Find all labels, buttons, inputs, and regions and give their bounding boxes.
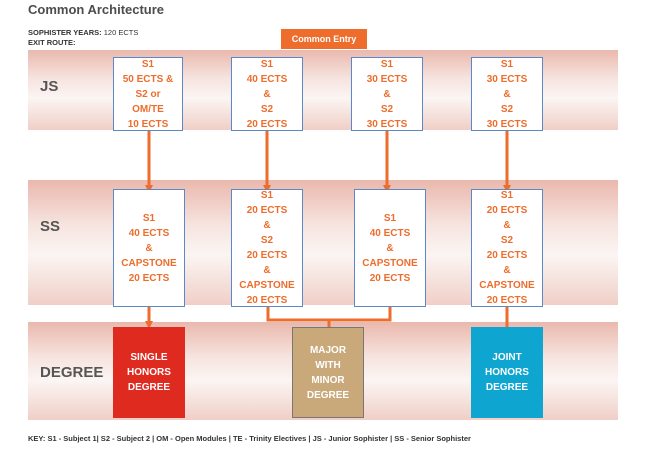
ss-box-1-line: 20 ECTS [128,272,170,284]
page-title: Common Architecture [28,2,165,17]
ss-box-1-line: S1 [142,212,156,224]
sophister-years-value: 120 ECTS [103,28,139,37]
degree-major-minor-line: DEGREE [306,389,350,401]
common-entry-badge: Common Entry [281,29,367,49]
ss-box-1-line: 40 ECTS [128,227,170,239]
js-box-3-line: 30 ECTS [366,73,408,85]
js-box-2-line: & [263,88,271,100]
js-box-3-line: S2 [380,103,394,115]
js-box-4-line: & [503,88,511,100]
ss-box-2-line: & [263,220,271,231]
ss-box-2-line: 20 ECTS [246,205,288,216]
js-box-4-line: 30 ECTS [486,118,528,130]
legend-key: KEY: S1 - Subject 1| S2 - Subject 2 | OM… [28,434,471,443]
js-box-2-line: S1 [260,58,274,70]
degree-joint-honors-line: DEGREE [485,382,529,393]
sophister-years-label: SOPHISTER YEARS: [28,28,102,37]
connector-ss2-ss3 [266,307,392,322]
js-box-4-line: S1 [500,58,514,70]
degree-major-minor-line: MAJOR [309,344,347,356]
js-box-2-line: 20 ECTS [246,118,288,130]
js-box-2-line: S2 [260,103,274,115]
js-box-2: S1 40 ECTS & S2 20 ECTS [231,57,303,131]
js-box-1-line: 50 ECTS & [122,73,174,85]
js-box-3-line: S1 [380,58,394,70]
degree-single-honors-line: SINGLE [130,352,168,363]
js-box-2-line: 40 ECTS [246,73,288,85]
degree-joint-honors-line: HONORS [485,367,529,378]
js-box-1-line: S1 [141,58,155,70]
row-label-ss: SS [40,218,61,235]
degree-joint-honors-line: JOINT [492,352,522,363]
ss-box-2-line: & [263,265,271,276]
js-box-1-line: S2 or [135,88,161,100]
ss-box-3-line: S1 [383,212,397,224]
row-label-degree: DEGREE [40,364,104,381]
row-label-js: JS [40,78,59,95]
ss-box-4-line: 20 ECTS [486,295,528,306]
js-box-3-line: 30 ECTS [366,118,408,130]
js-box-1: S1 50 ECTS & S2 or OM/TE 10 ECTS [113,57,183,131]
sophister-years: SOPHISTER YEARS: 120 ECTS [28,28,138,37]
exit-route-label: EXIT ROUTE: [28,38,76,47]
ss-box-4-line: 20 ECTS [486,205,528,216]
degree-single-honors: SINGLE HONORS DEGREE [113,327,185,418]
js-box-4: S1 30 ECTS & S2 30 ECTS [471,57,543,131]
js-box-4-line: 30 ECTS [486,73,528,85]
ss-box-4-line: 20 ECTS [486,250,528,261]
degree-single-honors-line: HONORS [127,367,171,378]
ss-box-4-line: & [503,265,511,276]
js-box-1-line: OM/TE [132,103,164,115]
degree-major-minor-line: MINOR [311,374,345,386]
js-box-3: S1 30 ECTS & S2 30 ECTS [351,57,423,131]
ss-box-1-line: CAPSTONE [121,257,177,269]
degree-single-honors-line: DEGREE [127,382,171,393]
ss-box-3-line: 20 ECTS [369,272,411,284]
js-box-1-line: 10 ECTS [127,118,169,130]
ss-box-1: S1 40 ECTS & CAPSTONE 20 ECTS [113,189,185,307]
js-box-4-line: S2 [500,103,514,115]
degree-major-minor-line: WITH [315,359,341,371]
ss-box-2-line: S2 [260,235,274,246]
ss-box-4-line: S1 [500,190,514,201]
ss-box-4-line: CAPSTONE [479,280,535,291]
exit-route: EXIT ROUTE: [28,38,76,47]
ss-box-3-line: 40 ECTS [369,227,411,239]
ss-box-1-line: & [145,242,153,254]
ss-box-4-line: S2 [500,235,514,246]
ss-box-3-line: & [386,242,394,254]
ss-box-4-line: & [503,220,511,231]
js-box-3-line: & [383,88,391,100]
ss-box-3: S1 40 ECTS & CAPSTONE 20 ECTS [354,189,426,307]
ss-box-2: S1 20 ECTS & S2 20 ECTS & CAPSTONE 20 EC… [231,189,303,307]
ss-box-3-line: CAPSTONE [362,257,418,269]
ss-box-2-line: 20 ECTS [246,295,288,306]
ss-box-2-line: 20 ECTS [246,250,288,261]
ss-box-4: S1 20 ECTS & S2 20 ECTS & CAPSTONE 20 EC… [471,189,543,307]
ss-box-2-line: S1 [260,190,274,201]
degree-joint-honors: JOINT HONORS DEGREE [471,327,543,418]
ss-box-2-line: CAPSTONE [239,280,295,291]
degree-major-minor: MAJOR WITH MINOR DEGREE [292,327,364,418]
